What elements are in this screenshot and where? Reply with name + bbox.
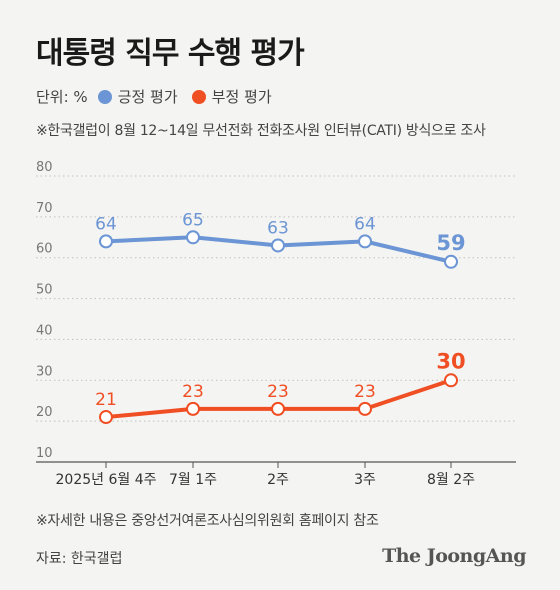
data-label-negative: 23 <box>182 382 204 402</box>
y-tick-label: 70 <box>36 201 53 216</box>
y-tick-label: 40 <box>36 323 53 338</box>
data-point-negative <box>358 401 372 416</box>
y-tick-label: 30 <box>36 364 53 379</box>
data-label-positive: 64 <box>354 214 376 234</box>
survey-note: ※한국갤럽이 8월 12~14일 무선전화 전화조사원 인터뷰(CATI) 방식… <box>36 123 486 139</box>
data-point-positive <box>271 238 285 253</box>
data-point-negative <box>444 373 458 388</box>
legend-item-positive: 긍정 평가 <box>97 86 178 107</box>
brand-logo: The JoongAng <box>382 545 526 567</box>
data-point-negative <box>271 401 285 416</box>
x-tick-label: 2주 <box>267 472 289 488</box>
y-tick-label: 20 <box>36 405 53 420</box>
x-tick-label: 8월 2주 <box>427 472 475 488</box>
data-point-positive <box>186 230 200 245</box>
y-tick-label: 10 <box>36 446 53 461</box>
legend-dot-negative <box>191 89 206 104</box>
y-tick-label: 80 <box>36 160 53 175</box>
data-label-negative: 30 <box>436 349 465 373</box>
data-label-positive: 63 <box>267 218 289 238</box>
unit-label: 단위: % <box>36 88 88 106</box>
data-label-negative: 21 <box>95 390 117 410</box>
legend-dot-positive <box>97 89 112 104</box>
legend-item-negative: 부정 평가 <box>191 86 272 107</box>
legend: 단위: % 긍정 평가 부정 평가 <box>36 86 286 107</box>
data-label-positive: 65 <box>182 210 204 230</box>
x-tick-label: 7월 1주 <box>169 472 217 488</box>
footnote: ※자세한 내용은 중앙선거여론조사심의위원회 홈페이지 참조 <box>36 513 379 529</box>
x-tick-label: 3주 <box>354 472 376 488</box>
data-point-negative <box>186 401 200 416</box>
data-label-positive: 64 <box>95 214 117 234</box>
chart-title: 대통령 직무 수행 평가 <box>36 36 305 71</box>
data-label-negative: 23 <box>354 382 376 402</box>
x-tick-label: 2025년 6월 4주 <box>56 472 157 488</box>
source-label: 자료: 한국갤럽 <box>36 551 123 567</box>
data-point-positive <box>444 254 458 269</box>
data-label-positive: 59 <box>436 231 465 255</box>
data-point-negative <box>99 410 113 425</box>
data-point-positive <box>99 234 113 249</box>
legend-label-positive: 긍정 평가 <box>117 88 178 106</box>
y-tick-label: 60 <box>36 242 53 257</box>
legend-label-negative: 부정 평가 <box>211 88 272 106</box>
y-tick-label: 50 <box>36 283 53 298</box>
data-point-positive <box>358 234 372 249</box>
data-label-negative: 23 <box>267 382 289 402</box>
